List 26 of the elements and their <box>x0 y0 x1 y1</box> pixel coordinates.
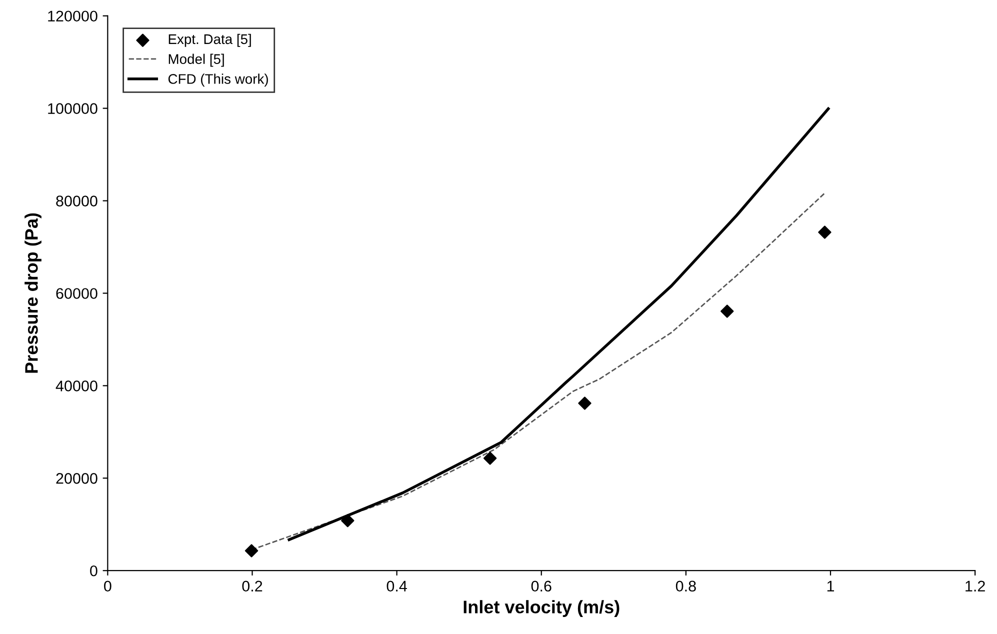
x-axis-title: Inlet velocity (m/s) <box>464 600 620 617</box>
point <box>244 544 258 558</box>
y-axis-title: Pressure drop (Pa) <box>24 213 42 373</box>
x-tick-label: 0.6 <box>531 580 552 592</box>
y-tick-label: 20000 <box>56 473 98 484</box>
x-tick-label: 1.2 <box>966 580 985 592</box>
x-tick-label: 0.2 <box>242 580 262 592</box>
line-series <box>288 107 830 542</box>
point <box>818 226 832 239</box>
legend-label: Model [5] <box>168 54 224 67</box>
point <box>341 514 354 528</box>
x-tick-label: 0 <box>104 580 112 592</box>
legend-label: CFD (This work) <box>168 74 268 87</box>
point <box>720 304 734 318</box>
x-tick-label: 1 <box>827 580 834 592</box>
y-tick-label: 80000 <box>56 196 98 206</box>
y-tick-label: 40000 <box>56 380 98 392</box>
x-tick-label: 0.8 <box>676 580 696 592</box>
x-tick-label: 0.4 <box>386 580 407 592</box>
y-tick-label: 100000 <box>48 103 98 114</box>
point <box>578 396 592 410</box>
legend-label: Expt. Data [5] <box>168 34 251 47</box>
y-tick-label: 120000 <box>48 10 98 22</box>
y-tick-label: 60000 <box>56 288 98 299</box>
point <box>483 452 497 465</box>
y-tick-label: 0 <box>90 565 98 576</box>
